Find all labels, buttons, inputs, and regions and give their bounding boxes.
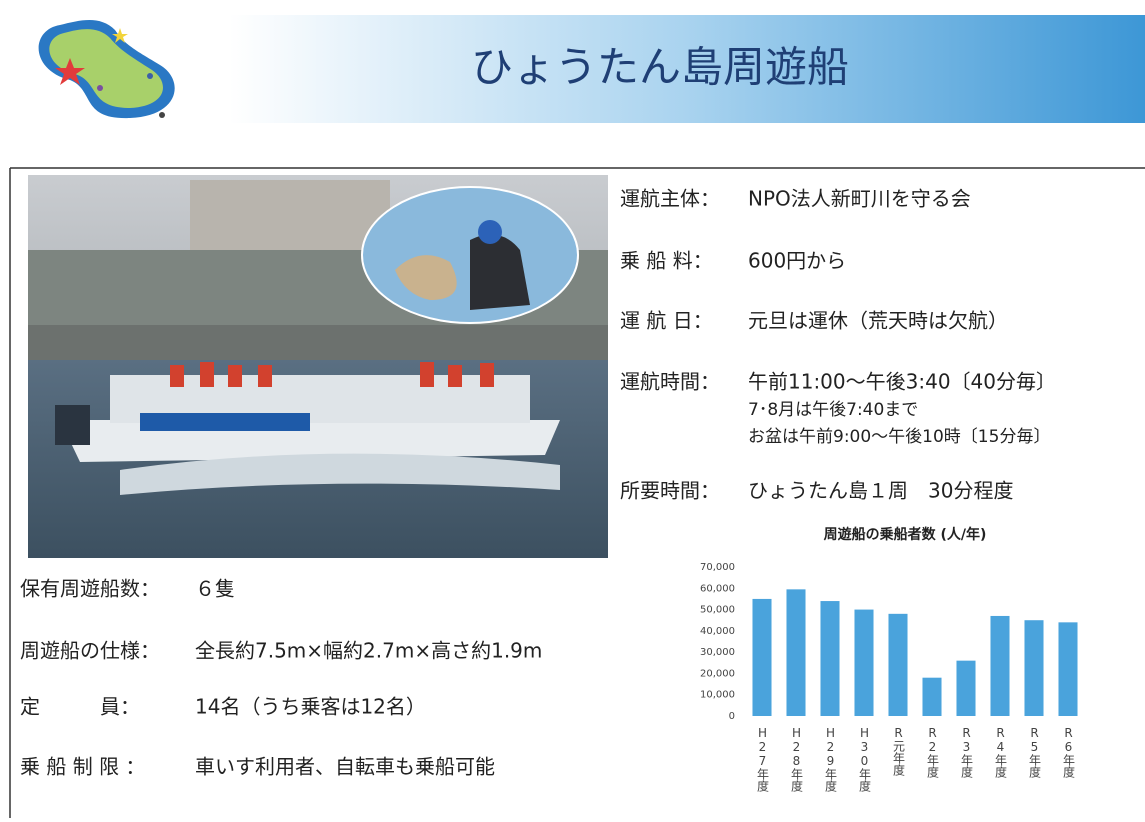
- spec-list: 保有周遊船数： ６隻 周遊船の仕様： 全長約7.5m×幅約2.7m×高さ約1.9…: [20, 577, 542, 779]
- bar: [990, 616, 1009, 716]
- spec-label: 乗 船 制 限 ：: [20, 755, 145, 779]
- y-tick-label: 40,000: [700, 626, 735, 637]
- x-tick-label: R元年度: [892, 726, 906, 776]
- info-list: 運航主体： NPO法人新町川を守る会 乗 船 料： 600円から 運 航 日： …: [620, 187, 1056, 503]
- page-title: ひょうたん島周遊船: [471, 43, 849, 92]
- info-label: 運航主体：: [620, 187, 720, 211]
- y-tick-label: 30,000: [700, 647, 735, 658]
- chart-title: 周遊船の乗船者数 (人/年): [824, 526, 987, 543]
- y-tick-label: 50,000: [700, 605, 735, 616]
- page: { "header": {"title": "ひょうたん島周遊船"}, "inf…: [0, 0, 1145, 818]
- bar: [1024, 620, 1043, 716]
- y-tick-label: 0: [729, 711, 735, 722]
- spec-label: 周遊船の仕様：: [20, 639, 160, 663]
- y-tick-label: 10,000: [700, 690, 735, 701]
- bar: [922, 678, 941, 716]
- bar: [752, 599, 771, 716]
- spec-label: 定 員：: [20, 695, 140, 719]
- spec-value: 車いす利用者、自転車も乗船可能: [195, 755, 495, 779]
- bar: [956, 661, 975, 716]
- info-note: お盆は午前9:00～午後10時〔15分毎〕: [748, 427, 1050, 447]
- y-tick-label: 60,000: [700, 583, 735, 594]
- spec-value: ６隻: [195, 577, 235, 601]
- info-label: 運 航 日：: [620, 309, 713, 333]
- x-tick-label: R5年度: [1028, 726, 1042, 778]
- info-note: 7･8月は午後7:40まで: [748, 400, 918, 420]
- x-tick-label: R2年度: [926, 726, 940, 778]
- x-tick-label: R3年度: [960, 726, 974, 778]
- document: ひょうたん島周遊船 運航主体： NPO法人新町川を守る会 乗 船 料： 600円…: [0, 0, 1145, 818]
- y-tick-label: 20,000: [700, 668, 735, 679]
- info-label: 所要時間：: [620, 479, 720, 503]
- y-tick-label: 70,000: [700, 562, 735, 573]
- bar: [786, 589, 805, 716]
- spec-label: 保有周遊船数：: [20, 577, 160, 601]
- bar: [1058, 622, 1077, 716]
- info-value: 午前11:00～午後3:40〔40分毎〕: [748, 370, 1056, 394]
- x-tick-label: R4年度: [994, 726, 1008, 778]
- info-label: 運航時間：: [620, 370, 720, 394]
- x-tick-label: H28年度: [790, 726, 804, 792]
- info-value: NPO法人新町川を守る会: [748, 187, 971, 211]
- boat-photo: [28, 175, 608, 558]
- x-tick-label: H27年度: [756, 726, 770, 792]
- x-tick-label: H30年度: [858, 726, 872, 792]
- info-label: 乗 船 料：: [620, 249, 713, 273]
- spec-value: 14名（うち乗客は12名）: [195, 695, 426, 719]
- bar: [820, 601, 839, 716]
- bar: [854, 610, 873, 716]
- spec-value: 全長約7.5m×幅約2.7m×高さ約1.9m: [195, 639, 542, 663]
- info-value: 元旦は運休（荒天時は欠航）: [748, 309, 1008, 333]
- x-tick-label: H29年度: [824, 726, 838, 792]
- info-value: ひょうたん島１周 30分程度: [748, 479, 1013, 503]
- x-tick-label: R6年度: [1062, 726, 1076, 778]
- bar: [888, 614, 907, 716]
- info-value: 600円から: [748, 249, 846, 273]
